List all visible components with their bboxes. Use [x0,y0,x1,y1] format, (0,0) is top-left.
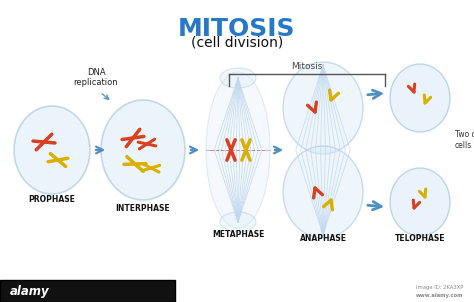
Ellipse shape [220,68,256,88]
Text: www.alamy.com: www.alamy.com [416,293,463,297]
Ellipse shape [220,212,256,232]
Text: DNA
replication: DNA replication [73,68,118,87]
Text: INTERPHASE: INTERPHASE [116,204,170,213]
Text: MITOSIS: MITOSIS [178,17,296,41]
Text: Mitosis: Mitosis [292,62,323,71]
Ellipse shape [206,72,270,228]
Ellipse shape [390,64,450,132]
Text: Image ID: 2KA3XP: Image ID: 2KA3XP [416,285,463,291]
Text: (cell division): (cell division) [191,35,283,49]
Text: alamy: alamy [10,284,50,297]
Ellipse shape [14,106,90,194]
Text: ANAPHASE: ANAPHASE [300,234,346,243]
Text: TELOPHASE: TELOPHASE [395,234,445,243]
Ellipse shape [283,146,363,238]
Ellipse shape [390,168,450,236]
Ellipse shape [283,62,363,154]
Text: PROPHASE: PROPHASE [28,195,75,204]
Ellipse shape [101,100,185,200]
FancyBboxPatch shape [0,280,175,302]
Text: METAPHASE: METAPHASE [212,230,264,239]
Text: Two diploid
cells: Two diploid cells [455,130,474,150]
